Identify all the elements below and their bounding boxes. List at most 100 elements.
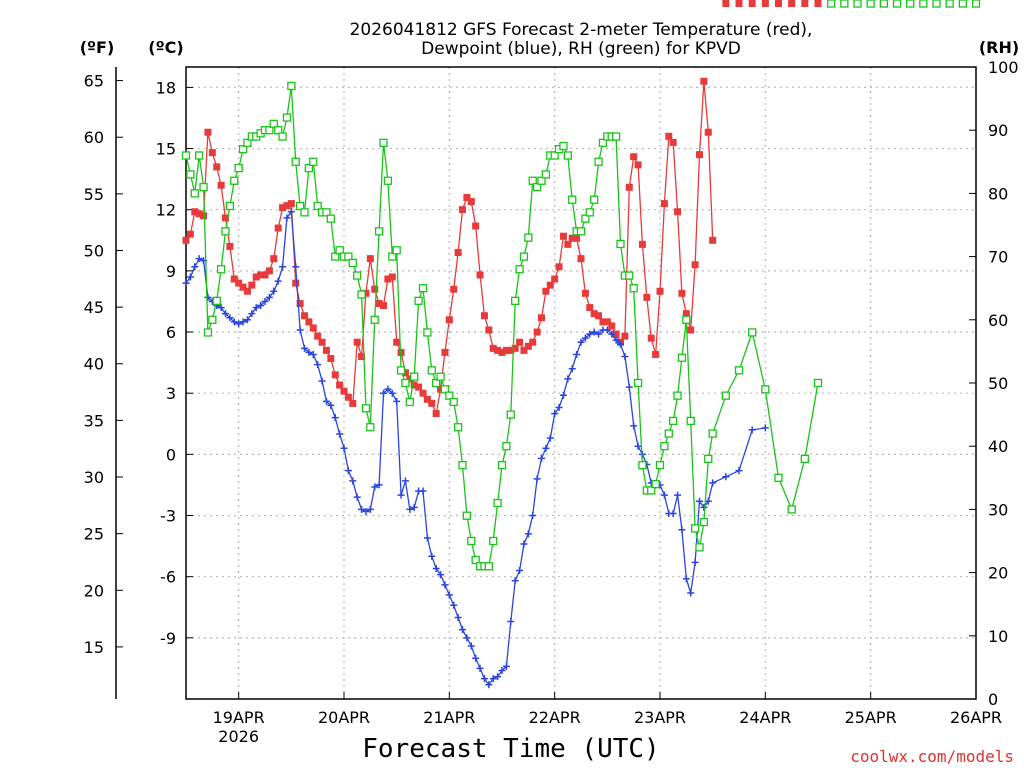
dewpoint-point [581,334,589,342]
temperature-point [682,310,690,318]
rh-point [357,290,366,299]
dewpoint-point [590,328,598,336]
temperature-point [222,214,229,222]
temperature-point [375,299,383,307]
temperature-point [406,375,414,383]
temperature-point [371,285,379,293]
rh-tick-label: 80 [988,184,1008,203]
dewpoint-point [274,277,282,285]
rh-point [581,214,590,223]
temperature-point [660,200,668,208]
temperature-point [287,200,295,208]
dewpoint-point [375,481,383,489]
dewpoint-point [472,654,480,662]
x-tick-label: 23APR [634,708,686,727]
temperature-point [502,346,510,354]
rh-point [366,423,375,432]
dewpoint-point [239,318,247,326]
dewpoint-point [551,410,559,418]
rh-point [401,378,410,388]
dewpoint-point [301,344,308,352]
fahrenheit-tick-label: 45 [84,298,104,317]
rh-point [690,524,700,533]
dewpoint-point [397,491,405,499]
celsius-tick-label: -9 [160,629,176,648]
rh-point [353,271,362,280]
temperature-point [814,0,822,7]
rh-point [322,208,331,217]
rh-point [664,429,673,438]
dewpoint-point [546,434,554,442]
celsius-tick-label: -6 [160,568,176,587]
dewpoint-point [380,389,387,397]
rh-point [563,151,572,160]
dewpoint-point [309,350,317,358]
rh-point [392,246,401,255]
fahrenheit-tick-label: 50 [84,241,104,260]
rh-point [568,195,577,204]
rh-point [313,201,322,211]
temperature-point [401,369,409,377]
temperature-point [524,342,532,350]
dewpoint-point [287,208,295,216]
temperature-point [722,0,730,7]
rh-point [432,378,441,388]
dewpoint-point [467,642,475,650]
temperature-point [573,234,581,242]
dewpoint-point [621,352,629,360]
rh-point [326,214,335,223]
rh-point [445,391,454,400]
celsius-tick-label: 15 [156,140,176,159]
rh-point [699,517,709,527]
rh-point [331,252,340,261]
dewpoint-point [454,613,462,621]
temperature-point [208,149,216,157]
rh-point [919,0,928,8]
celsius-tick-label: 9 [166,262,176,281]
dewpoint-point [358,505,366,513]
dewpoint-point [700,503,708,511]
rh-point [660,442,669,451]
x-tick-label: 26APR [950,708,1002,727]
dewpoint-point [441,581,449,589]
rh-point [682,315,691,324]
temperature-point [463,193,471,201]
rh-point [304,163,314,173]
temperature-point [301,312,308,320]
rh-point [453,423,463,432]
celsius-tick-label: -3 [160,507,176,526]
temperature-point [195,210,203,218]
temperature-point [459,206,466,214]
fahrenheit-tick-label: 40 [84,355,104,374]
temperature-point [634,161,642,169]
temperature-point [529,338,537,346]
dewpoint-point [573,350,581,358]
temperature-point [581,289,589,297]
dewpoint-point [529,512,537,520]
temperature-point [305,318,313,326]
rh-point [230,176,239,185]
temperature-point [467,198,475,206]
rh-point [181,151,191,160]
rh-point [388,252,397,261]
dewpoint-point [748,426,756,434]
temperature-point [292,279,300,287]
temperature-point [498,348,506,356]
plot-frame [185,66,977,700]
temperature-point [489,344,497,352]
rh-tick-label: 30 [988,500,1008,519]
temperature-point [542,287,550,295]
dewpoint-point [314,361,322,369]
temperature-point [704,128,712,136]
temperature-point [204,128,212,136]
rh-point [813,378,823,388]
dewpoint-point [595,330,603,338]
rh-point [686,416,695,426]
temperature-point [559,232,567,240]
fahrenheit-unit-label: (ºF) [80,38,115,57]
rh-point [216,265,226,274]
temperature-point [200,212,208,220]
temperature-point [353,338,361,346]
